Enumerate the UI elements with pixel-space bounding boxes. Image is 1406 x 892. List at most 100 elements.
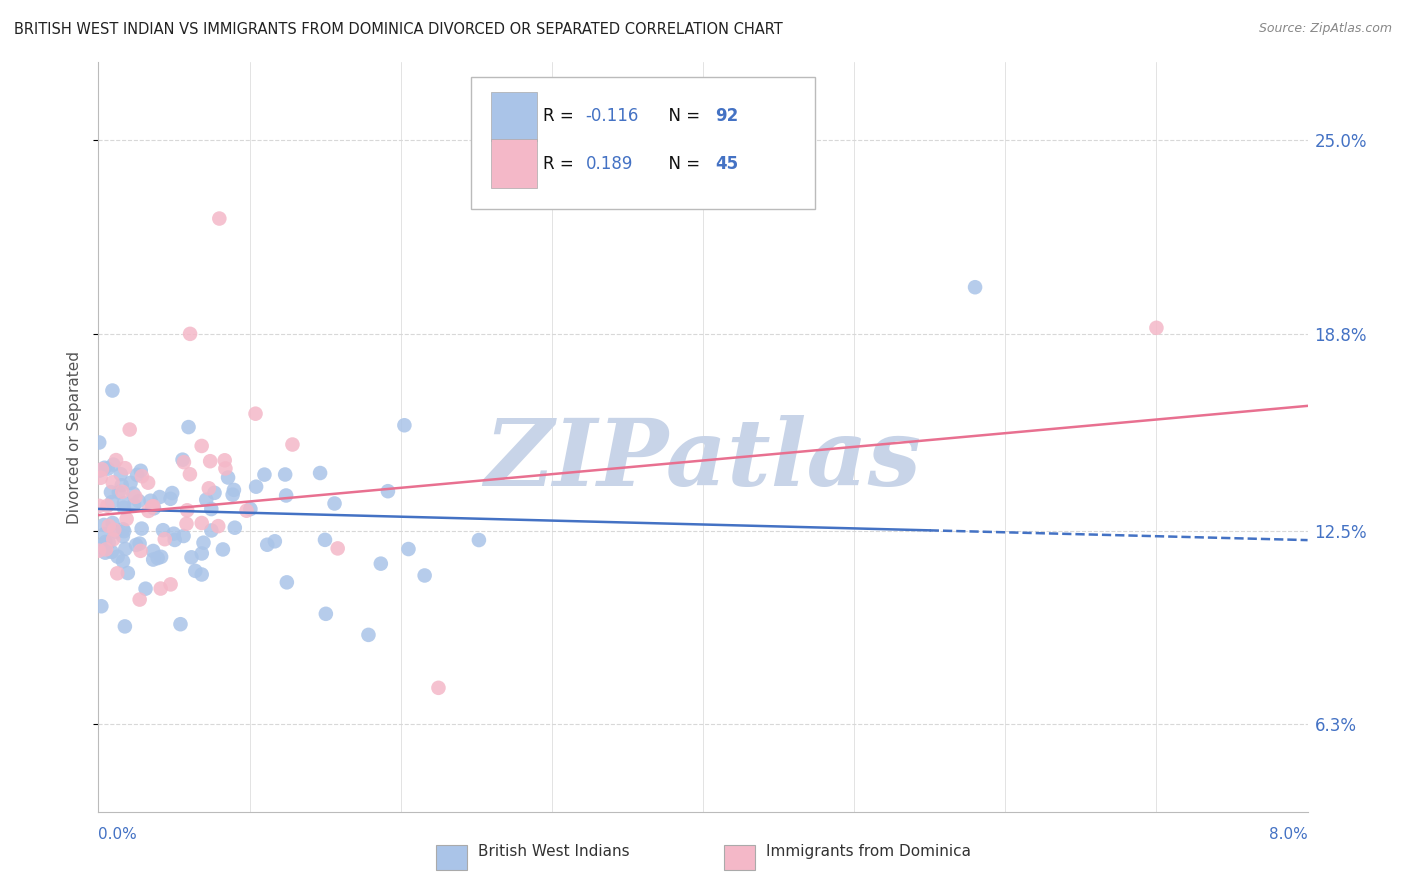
Point (128, 592, 150, 607)
Point (117, 566, 139, 580)
Text: R =: R = (543, 154, 579, 172)
Point (263, 534, 285, 549)
Point (253, 467, 276, 482)
Point (394, 418, 416, 433)
Text: 92: 92 (716, 107, 738, 126)
Point (153, 532, 176, 546)
Point (377, 484, 399, 499)
Point (198, 481, 221, 495)
Point (179, 326, 201, 341)
Point (93, 460, 115, 475)
Point (172, 452, 194, 467)
Point (176, 516, 198, 531)
Point (107, 549, 129, 564)
Point (127, 467, 149, 482)
Point (89, 499, 111, 513)
Point (149, 490, 172, 504)
Point (184, 564, 207, 578)
Text: ZIPatlas: ZIPatlas (485, 415, 921, 505)
Point (204, 485, 226, 500)
Text: British West Indians: British West Indians (478, 845, 630, 859)
Point (112, 554, 135, 568)
Point (245, 480, 267, 494)
Point (114, 541, 136, 556)
Point (965, 280, 987, 294)
Point (101, 495, 124, 509)
Point (200, 502, 222, 516)
Point (159, 491, 181, 506)
Point (103, 458, 125, 472)
Point (309, 466, 332, 480)
Point (96, 499, 118, 513)
Point (398, 542, 420, 557)
FancyBboxPatch shape (492, 139, 537, 188)
Point (94, 546, 117, 560)
Point (176, 503, 198, 517)
Point (180, 550, 202, 565)
Point (468, 533, 491, 547)
Point (212, 542, 235, 557)
Point (370, 557, 392, 571)
Text: Immigrants from Dominica: Immigrants from Dominica (766, 845, 972, 859)
Point (413, 568, 436, 582)
Point (129, 464, 152, 478)
Point (276, 575, 298, 590)
Point (90, 538, 112, 552)
Text: -0.116: -0.116 (586, 107, 640, 126)
Point (120, 475, 142, 490)
Point (90, 599, 112, 614)
Point (146, 551, 169, 566)
Text: R =: R = (543, 107, 579, 126)
Point (101, 384, 124, 398)
Point (128, 536, 150, 550)
Point (125, 538, 148, 552)
Point (142, 552, 165, 566)
Point (89, 464, 111, 478)
Point (90, 471, 112, 485)
Point (111, 522, 134, 536)
Point (94, 527, 117, 541)
Point (114, 619, 136, 633)
Point (190, 439, 212, 453)
Point (112, 500, 135, 515)
Point (179, 467, 201, 482)
Text: N =: N = (658, 154, 706, 172)
Point (217, 470, 239, 484)
Point (91, 462, 114, 476)
Point (149, 582, 172, 596)
Point (221, 488, 243, 502)
Point (214, 453, 236, 467)
Point (200, 524, 222, 538)
Point (198, 454, 221, 468)
Text: BRITISH WEST INDIAN VS IMMIGRANTS FROM DOMINICA DIVORCED OR SEPARATED CORRELATIO: BRITISH WEST INDIAN VS IMMIGRANTS FROM D… (14, 22, 783, 37)
Point (129, 544, 152, 558)
Point (163, 533, 186, 547)
Point (214, 461, 236, 475)
Point (103, 533, 125, 547)
Point (190, 567, 212, 582)
Point (118, 423, 141, 437)
Point (101, 516, 124, 530)
Text: 0.0%: 0.0% (98, 828, 138, 842)
Point (256, 538, 278, 552)
Point (142, 544, 165, 558)
Point (122, 486, 145, 500)
Point (239, 502, 262, 516)
Point (115, 512, 138, 526)
Point (87, 541, 110, 555)
Point (136, 475, 159, 490)
Point (105, 566, 128, 581)
Point (1146, 320, 1168, 334)
Point (207, 519, 229, 533)
Point (222, 483, 245, 497)
Point (122, 498, 145, 512)
Point (150, 549, 173, 564)
Text: Source: ZipAtlas.com: Source: ZipAtlas.com (1258, 22, 1392, 36)
Point (163, 526, 186, 541)
Y-axis label: Divorced or Separated: Divorced or Separated (66, 351, 82, 524)
Point (112, 496, 135, 510)
Point (97, 461, 120, 475)
Point (111, 484, 134, 499)
Point (314, 533, 336, 547)
Point (105, 453, 128, 467)
